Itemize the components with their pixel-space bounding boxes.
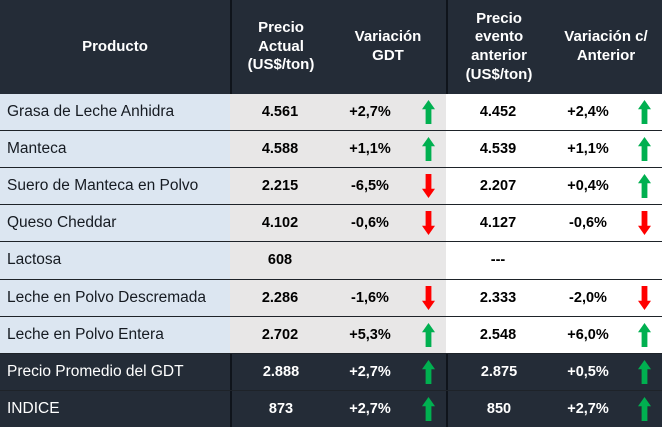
trend-arrow-icon (410, 174, 446, 199)
trend-arrow-icon (626, 137, 662, 162)
previous-variation-value: +0,5% (567, 363, 609, 380)
current-price-cell: 2.702 (230, 316, 330, 353)
previous-event-price-cell: 2.875 (446, 353, 550, 390)
trend-arrow-icon (410, 322, 446, 347)
table-body: Grasa de Leche Anhidra 4.561 +2,7% 4.452… (0, 94, 662, 427)
product-name-cell: Leche en Polvo Entera (0, 316, 230, 353)
gdt-variation-value: +2,7% (349, 104, 391, 121)
table-row: Lactosa 608 --- (0, 241, 662, 279)
product-name-cell: Leche en Polvo Descremada (0, 279, 230, 316)
gdt-variation-cell: +2,7% (330, 353, 446, 390)
previous-event-price-cell: 2.548 (446, 316, 550, 353)
current-price-cell: 608 (230, 242, 330, 279)
trend-arrow-icon (410, 285, 446, 310)
table-row: Leche en Polvo Descremada 2.286 -1,6% 2.… (0, 278, 662, 316)
trend-arrow-icon (626, 211, 662, 236)
previous-variation-cell: +1,1% (550, 131, 662, 168)
previous-variation-value: -2,0% (569, 289, 607, 306)
previous-variation-cell: +0,4% (550, 168, 662, 205)
previous-event-price-cell: 4.539 (446, 131, 550, 168)
table-row: Suero de Manteca en Polvo 2.215 -6,5% 2.… (0, 167, 662, 205)
table-row: INDICE 873 +2,7% 850 +2,7% (0, 389, 662, 427)
previous-event-price-cell: 850 (446, 390, 550, 427)
trend-arrow-icon (626, 174, 662, 199)
table-row: Grasa de Leche Anhidra 4.561 +2,7% 4.452… (0, 94, 662, 131)
gdt-variation-cell: -1,6% (330, 279, 446, 316)
gdt-variation-value: +5,3% (349, 326, 391, 343)
product-name-cell: Queso Cheddar (0, 205, 230, 242)
trend-arrow-icon (626, 100, 662, 125)
table-header-row: Producto Precio Actual (US$/ton) Variaci… (0, 0, 662, 94)
previous-event-price-cell: 4.452 (446, 94, 550, 131)
product-name-cell: Precio Promedio del GDT (0, 353, 230, 390)
gdt-variation-value: +2,7% (349, 363, 391, 380)
current-price-cell: 4.588 (230, 131, 330, 168)
gdt-variation-value: +1,1% (349, 141, 391, 158)
product-name-cell: Lactosa (0, 242, 230, 279)
previous-variation-value: +0,4% (567, 178, 609, 195)
previous-event-price-cell: --- (446, 242, 550, 279)
column-header-variacion-gdt: Variación GDT (330, 0, 446, 94)
current-price-cell: 2.286 (230, 279, 330, 316)
column-header-precio-actual: Precio Actual (US$/ton) (230, 0, 330, 94)
previous-variation-cell: +2,4% (550, 94, 662, 131)
gdt-variation-cell: -0,6% (330, 205, 446, 242)
column-header-producto: Producto (0, 0, 230, 94)
table-row: Leche en Polvo Entera 2.702 +5,3% 2.548 … (0, 315, 662, 353)
current-price-cell: 2.888 (230, 353, 330, 390)
previous-event-price-cell: 2.333 (446, 279, 550, 316)
column-header-variacion-c-anterior: Variación c/ Anterior (550, 0, 662, 94)
gdt-variation-value: +2,7% (349, 400, 391, 417)
previous-variation-cell: +0,5% (550, 353, 662, 390)
previous-variation-cell: -2,0% (550, 279, 662, 316)
gdt-variation-cell: +5,3% (330, 316, 446, 353)
gdt-variation-value: -0,6% (351, 215, 389, 232)
trend-arrow-icon (626, 285, 662, 310)
current-price-cell: 4.561 (230, 94, 330, 131)
current-price-cell: 2.215 (230, 168, 330, 205)
gdt-variation-cell: +2,7% (330, 94, 446, 131)
table-row: Precio Promedio del GDT 2.888 +2,7% 2.87… (0, 352, 662, 390)
trend-arrow-icon (410, 211, 446, 236)
previous-variation-cell (550, 242, 662, 279)
previous-variation-value: +1,1% (567, 141, 609, 158)
previous-event-price-cell: 2.207 (446, 168, 550, 205)
gdt-variation-value: -1,6% (351, 289, 389, 306)
previous-variation-value: +6,0% (567, 326, 609, 343)
gdt-variation-value: -6,5% (351, 178, 389, 195)
product-name-cell: Grasa de Leche Anhidra (0, 94, 230, 131)
column-header-precio-evento-anterior: Precio evento anterior (US$/ton) (446, 0, 550, 94)
previous-variation-cell: -0,6% (550, 205, 662, 242)
table-row: Manteca 4.588 +1,1% 4.539 +1,1% (0, 130, 662, 168)
product-name-cell: Suero de Manteca en Polvo (0, 168, 230, 205)
current-price-cell: 873 (230, 390, 330, 427)
previous-variation-value: +2,7% (567, 400, 609, 417)
trend-arrow-icon (626, 359, 662, 384)
previous-variation-value: +2,4% (567, 104, 609, 121)
gdt-variation-cell: -6,5% (330, 168, 446, 205)
table-row: Queso Cheddar 4.102 -0,6% 4.127 -0,6% (0, 204, 662, 242)
product-name-cell: INDICE (0, 390, 230, 427)
gdt-variation-cell (330, 242, 446, 279)
previous-variation-value: -0,6% (569, 215, 607, 232)
gdt-variation-cell: +2,7% (330, 390, 446, 427)
previous-event-price-cell: 4.127 (446, 205, 550, 242)
current-price-cell: 4.102 (230, 205, 330, 242)
trend-arrow-icon (410, 100, 446, 125)
trend-arrow-icon (410, 396, 446, 421)
product-name-cell: Manteca (0, 131, 230, 168)
previous-variation-cell: +6,0% (550, 316, 662, 353)
trend-arrow-icon (626, 396, 662, 421)
previous-variation-cell: +2,7% (550, 390, 662, 427)
gdt-variation-cell: +1,1% (330, 131, 446, 168)
trend-arrow-icon (410, 137, 446, 162)
trend-arrow-icon (626, 322, 662, 347)
trend-arrow-icon (410, 359, 446, 384)
